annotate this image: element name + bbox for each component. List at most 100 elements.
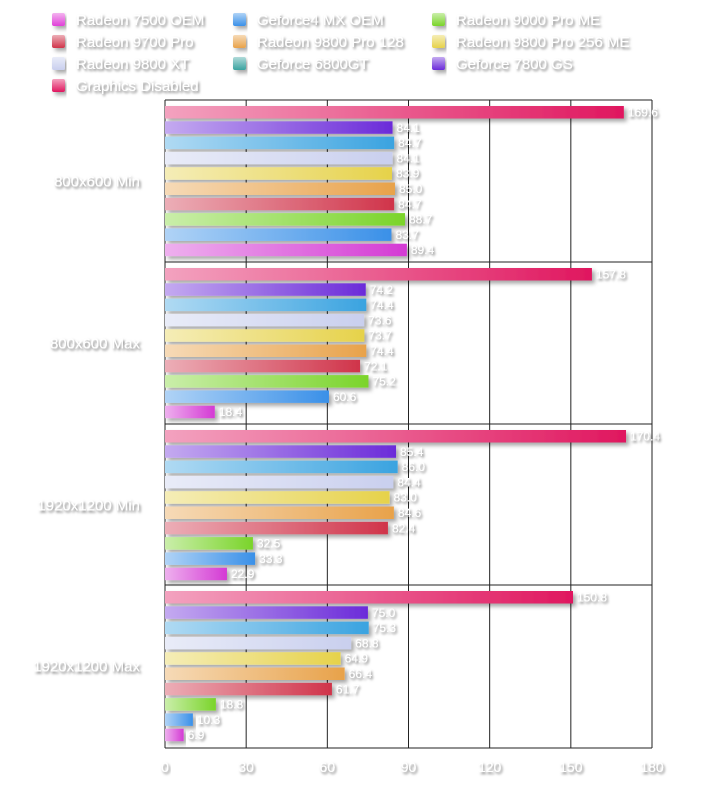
bar-value-label: 75.0: [372, 606, 396, 620]
bar: [165, 636, 352, 650]
legend-entry: Geforce 7800 GS: [432, 56, 573, 73]
bar: [165, 268, 592, 281]
legend-label: Radeon 9800 Pro 128: [257, 34, 404, 51]
bar-value-label: 75.3: [373, 621, 397, 635]
bar-value-label: 84.7: [398, 197, 422, 211]
bar-value-label: 61.7: [336, 682, 360, 696]
category-label: 800x600 Max: [50, 336, 141, 353]
x-tick-label: 150: [559, 759, 583, 775]
category-label: 1920x1200 Max: [33, 659, 140, 676]
bar-value-label: 10.3: [197, 713, 221, 727]
bar-value-label: 88.7: [409, 213, 433, 227]
bar: [165, 197, 395, 211]
bar-value-label: 74.4: [370, 344, 394, 358]
bar-value-label: 68.8: [355, 636, 379, 650]
x-tick-label: 90: [401, 759, 417, 775]
bar-value-label: 60.6: [333, 390, 357, 404]
bar: [165, 460, 398, 474]
bar: [165, 682, 332, 696]
bar: [165, 713, 193, 726]
bar: [165, 652, 341, 665]
bar: [165, 405, 215, 419]
bar-value-label: 83.0: [394, 491, 418, 505]
bar: [165, 298, 367, 312]
bar-value-label: 84.6: [398, 506, 422, 520]
bar-value-label: 84.1: [397, 151, 421, 165]
legend-entry: Radeon 7500 OEM: [52, 12, 204, 29]
bar: [165, 491, 390, 504]
legend-label: Geforce4 MX OEM: [257, 12, 384, 29]
bar: [165, 591, 573, 604]
x-tick-label: 60: [320, 759, 336, 775]
legend-swatch: [233, 35, 246, 48]
bar-value-label: 86.0: [402, 460, 426, 474]
bar: [165, 621, 369, 635]
bar-value-label: 170.4: [630, 430, 660, 444]
bar: [165, 283, 366, 296]
bar-value-label: 82.4: [392, 521, 416, 535]
bar: [165, 167, 392, 180]
bar: [165, 698, 216, 711]
bar-value-label: 85.4: [400, 445, 424, 459]
bar: [165, 313, 365, 327]
bar: [165, 667, 345, 680]
bar-value-label: 73.7: [368, 329, 392, 343]
legend-label: Geforce 6800GT: [257, 56, 369, 73]
legend-swatch: [52, 13, 65, 26]
bar-value-label: 66.4: [349, 667, 373, 681]
legend-swatch: [52, 35, 65, 48]
bar: [165, 243, 407, 257]
legend-label: Radeon 9800 XT: [76, 56, 189, 73]
bars: [165, 106, 627, 742]
bar: [165, 106, 624, 119]
bar: [165, 344, 367, 357]
bar: [165, 567, 227, 581]
bar-value-label: 83.9: [396, 167, 420, 181]
bar: [165, 228, 392, 241]
labels: 0 30 60 90 120 150 180 169.6 157.8 170.4 150.8 84.1…: [33, 106, 664, 776]
bar: [165, 521, 388, 535]
x-tick-label: 0: [161, 759, 169, 775]
bar: [165, 121, 393, 134]
x-tick-label: 180: [640, 759, 664, 775]
category-label: 1920x1200 Min: [37, 498, 140, 515]
bar: [165, 445, 397, 458]
legend-label: Radeon 9800 Pro 256 ME: [456, 34, 629, 51]
legend-label: Radeon 9000 Pro ME: [456, 12, 600, 29]
bar-value-label: 73.6: [368, 313, 392, 327]
bar-value-label: 75.2: [372, 375, 396, 389]
bar-value-label: 157.8: [596, 268, 626, 282]
legend-entry: Radeon 9700 Pro: [52, 34, 194, 51]
bar-value-label: 6.9: [188, 728, 205, 742]
bar: [165, 151, 393, 165]
bar: [165, 213, 405, 226]
bar-value-label: 74.2: [370, 283, 394, 297]
legend-entry: Radeon 9000 Pro ME: [432, 12, 600, 29]
bar-value-label: 89.4: [411, 243, 435, 257]
bar-value-label: 32.5: [257, 537, 281, 551]
bar-value-label: 18.4: [219, 405, 243, 419]
bar-value-label: 169.6: [628, 106, 658, 120]
bar: [165, 606, 368, 619]
category-label: 800x600 Min: [54, 174, 140, 191]
bar: [165, 182, 395, 195]
bar-value-label: 72.1: [364, 359, 388, 373]
bar: [165, 136, 395, 150]
bar-value-label: 84.1: [397, 121, 421, 135]
bar: [165, 506, 394, 519]
bar-value-label: 74.4: [370, 298, 394, 312]
legend-label: Graphics Disabled: [76, 78, 199, 95]
bar-value-label: 85.0: [399, 182, 423, 196]
legend-swatch: [52, 57, 65, 70]
bar-value-label: 84.4: [397, 475, 421, 489]
bar: [165, 475, 394, 489]
legend-swatch: [432, 13, 445, 26]
x-tick-label: 120: [478, 759, 502, 775]
legend-swatch: [233, 57, 246, 70]
bar-value-label: 64.9: [345, 652, 369, 666]
legend-swatch: [432, 57, 445, 70]
legend-entry: Graphics Disabled: [52, 78, 199, 95]
legend-label: Radeon 9700 Pro: [76, 34, 194, 51]
legend-entry: Radeon 9800 XT: [52, 56, 189, 73]
